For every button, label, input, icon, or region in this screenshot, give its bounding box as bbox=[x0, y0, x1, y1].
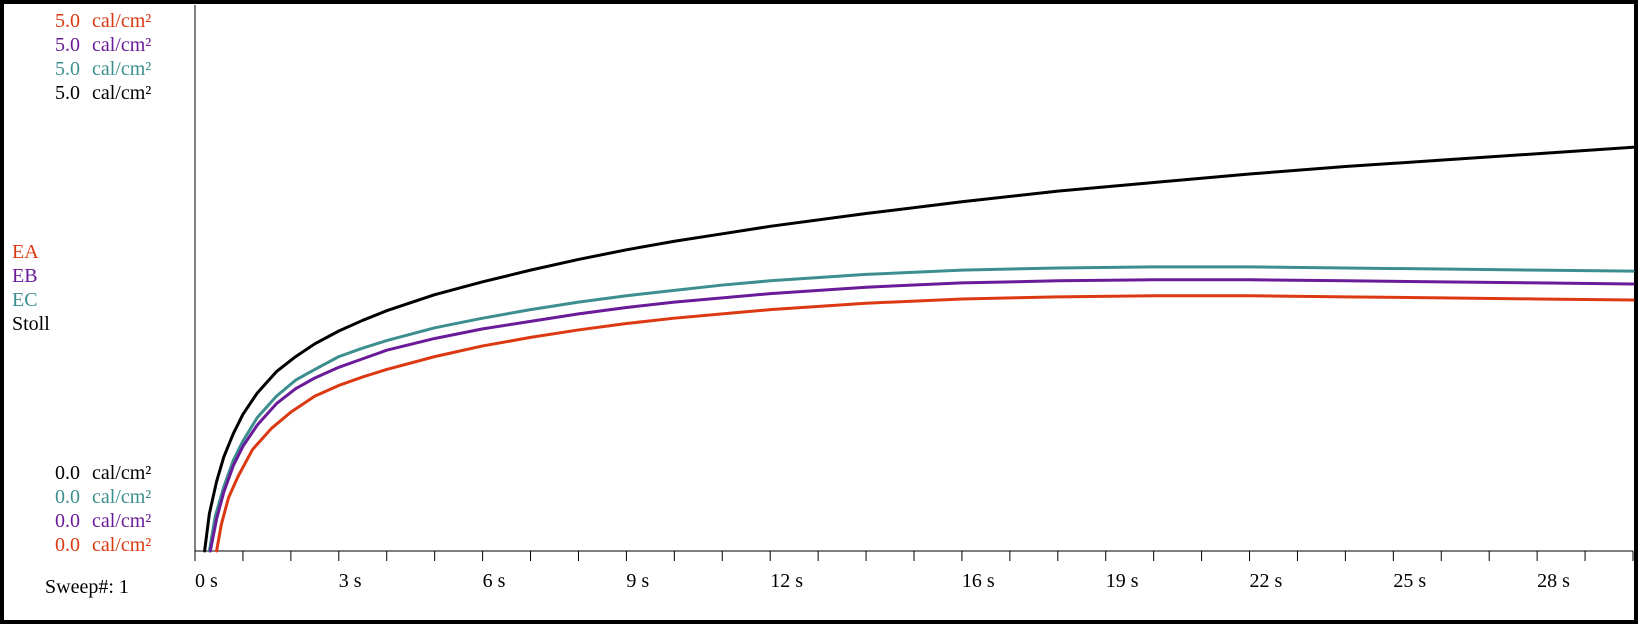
x-tick-label: 19 s bbox=[1106, 570, 1139, 592]
y-max-value: 5.0 bbox=[55, 82, 80, 104]
x-tick-label: 25 s bbox=[1393, 570, 1426, 592]
y-min-unit: cal/cm² bbox=[92, 510, 151, 532]
legend-label: EB bbox=[12, 265, 38, 287]
x-tick-label: 16 s bbox=[962, 570, 995, 592]
x-tick-label: 12 s bbox=[770, 570, 803, 592]
chart-svg: 0 s 3 s 6 s 9 s 12 s 16 s 19 s 22 s 25 s 28 s Swee… bbox=[0, 0, 1638, 624]
y-min-unit: cal/cm² bbox=[92, 486, 151, 508]
y-max-unit: cal/cm² bbox=[92, 82, 151, 104]
y-min-value: 0.0 bbox=[55, 510, 80, 532]
x-tick-label: 0 s bbox=[195, 570, 218, 592]
y-max-value: 5.0 bbox=[55, 10, 80, 32]
legend-label: EC bbox=[12, 289, 38, 311]
x-tick-label: 6 s bbox=[483, 570, 506, 592]
y-min-unit: cal/cm² bbox=[92, 534, 151, 556]
chart-background bbox=[0, 0, 1638, 624]
y-min-unit: cal/cm² bbox=[92, 462, 151, 484]
energy-vs-time-chart: 0 s 3 s 6 s 9 s 12 s 16 s 19 s 22 s 25 s 28 s Swee… bbox=[0, 0, 1638, 624]
legend-label: EA bbox=[12, 241, 39, 263]
x-tick-label: 22 s bbox=[1250, 570, 1283, 592]
y-max-unit: cal/cm² bbox=[92, 10, 151, 32]
y-max-unit: cal/cm² bbox=[92, 58, 151, 80]
y-min-value: 0.0 bbox=[55, 462, 80, 484]
x-tick-label: 28 s bbox=[1537, 570, 1570, 592]
legend-label: Stoll bbox=[12, 313, 50, 335]
x-tick-label: 9 s bbox=[626, 570, 649, 592]
y-min-value: 0.0 bbox=[55, 486, 80, 508]
y-max-value: 5.0 bbox=[55, 58, 80, 80]
y-max-value: 5.0 bbox=[55, 34, 80, 56]
sweep-label: Sweep#: 1 bbox=[45, 576, 129, 598]
y-max-unit: cal/cm² bbox=[92, 34, 151, 56]
x-tick-label: 3 s bbox=[339, 570, 362, 592]
y-min-value: 0.0 bbox=[55, 534, 80, 556]
